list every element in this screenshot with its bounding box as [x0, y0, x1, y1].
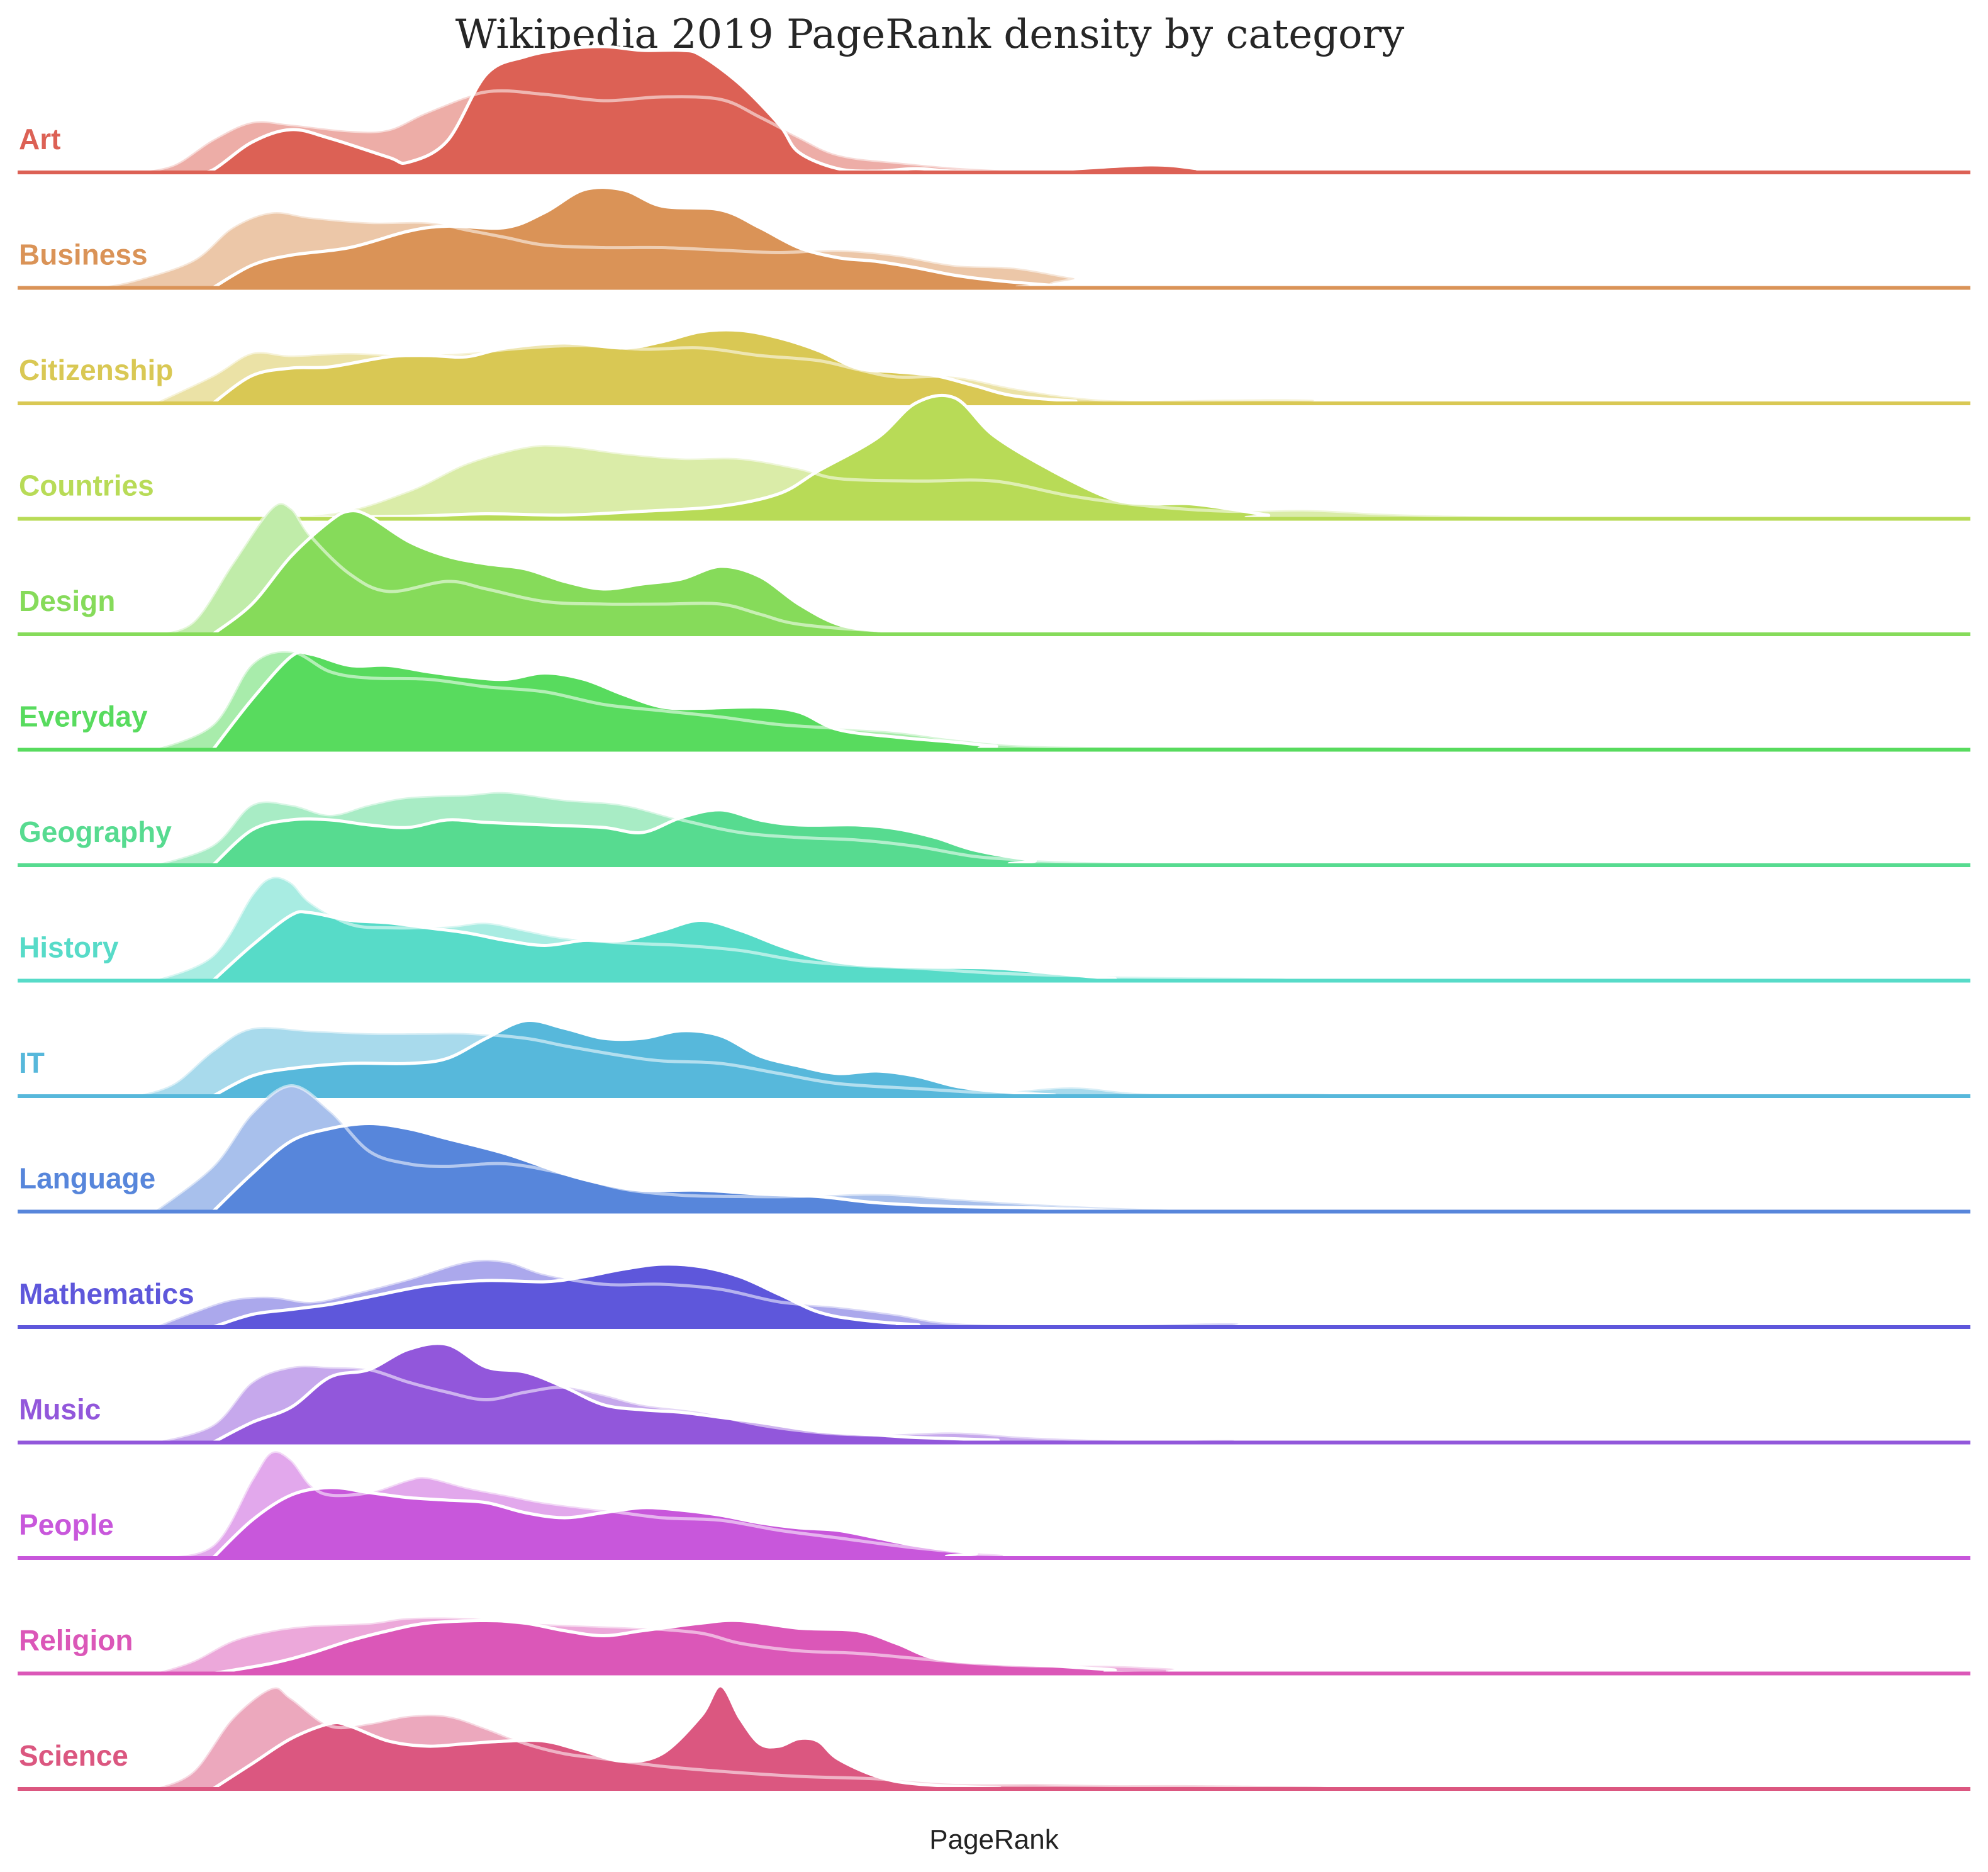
- ridge-label-art: Art: [19, 123, 60, 155]
- ridge-label-everyday: Everyday: [19, 700, 148, 733]
- ridge-business-front-area: [18, 187, 1970, 288]
- ridge-design-front-area: [18, 510, 1970, 635]
- ridge-religion-front-area: [18, 1620, 1970, 1674]
- ridge-label-it: IT: [19, 1046, 45, 1079]
- ridge-religion-back-outline: [154, 1616, 1971, 1676]
- ridge-language-front-area: [18, 1123, 1970, 1212]
- ridge-it-front-area: [18, 1020, 1970, 1097]
- ridge-religion: Religion: [18, 1616, 1971, 1676]
- ridge-countries: Countries: [18, 393, 1971, 521]
- ridge-art-front-outline: [193, 45, 1971, 175]
- ridge-citizenship: Citizenship: [18, 328, 1971, 405]
- ridge-music: Music: [18, 1342, 1971, 1445]
- ridge-countries-front-area: [18, 395, 1970, 519]
- ridge-label-history: History: [19, 931, 119, 964]
- ridge-history-front-area: [18, 911, 1970, 981]
- ridge-business: Business: [18, 186, 1971, 291]
- ridge-history-back-outline: [154, 875, 1971, 983]
- ridge-language: Language: [18, 1084, 1971, 1214]
- ridge-label-language: Language: [19, 1162, 155, 1195]
- ridge-people-front-area: [18, 1487, 1970, 1559]
- ridge-science-front-area: [18, 1685, 1970, 1790]
- ridge-history: History: [18, 875, 1971, 983]
- ridge-label-design: Design: [19, 585, 115, 617]
- ridge-geography: Geography: [18, 790, 1971, 868]
- ridge-science-back-outline: [154, 1686, 1971, 1791]
- ridge-label-people: People: [19, 1508, 114, 1541]
- ridge-label-music: Music: [19, 1393, 101, 1426]
- ridge-label-business: Business: [19, 238, 148, 271]
- ridge-it-back-outline: [134, 1025, 1971, 1098]
- ridge-everyday: Everyday: [18, 649, 1971, 752]
- ridge-science: Science: [18, 1684, 1971, 1791]
- ridge-people: People: [18, 1449, 1971, 1561]
- ridge-label-citizenship: Citizenship: [19, 354, 173, 386]
- ridges: Art Business Citizenship Countries Design Eve…: [18, 45, 1971, 1791]
- ridge-label-geography: Geography: [19, 815, 172, 848]
- ridge-countries-back-outline: [213, 443, 1971, 521]
- ridge-label-religion: Religion: [19, 1624, 133, 1657]
- ridge-it: IT: [18, 1019, 1971, 1098]
- ridge-label-countries: Countries: [19, 469, 154, 502]
- ridge-mathematics: Mathematics: [18, 1258, 1971, 1329]
- ridge-art-front-area: [18, 46, 1970, 173]
- ridge-everyday-back-outline: [154, 649, 1971, 752]
- ridge-label-science: Science: [19, 1739, 128, 1772]
- ridge-citizenship-back-outline: [154, 344, 1971, 405]
- ridge-design: Design: [18, 502, 1971, 636]
- ridge-mathematics-front-area: [18, 1264, 1970, 1328]
- ridge-music-front-area: [18, 1343, 1970, 1443]
- x-axis-label: PageRank: [929, 1824, 1059, 1855]
- ridge-label-mathematics: Mathematics: [19, 1277, 194, 1310]
- ridge-art: Art: [18, 45, 1971, 175]
- ridge-everyday-front-area: [18, 652, 1970, 750]
